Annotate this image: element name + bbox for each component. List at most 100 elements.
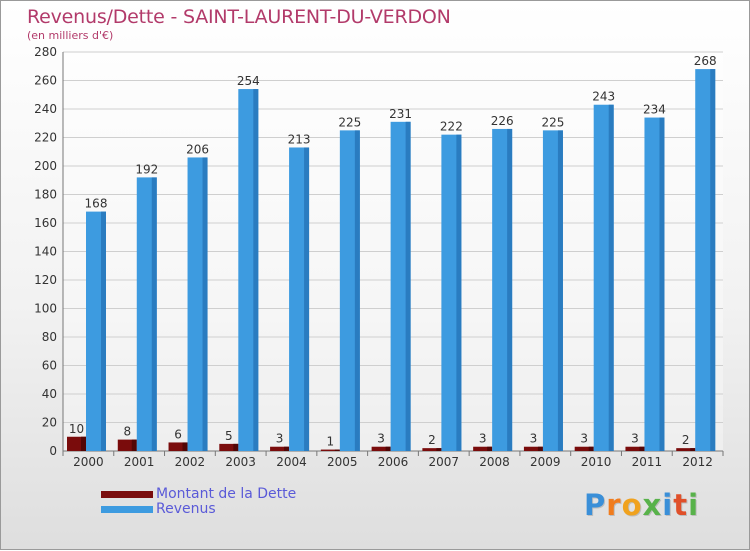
data-label-dette: 10	[69, 422, 84, 436]
legend-label-dette: Montant de la Dette	[156, 486, 297, 502]
bar-dette	[270, 446, 290, 451]
bar-dette-shade	[81, 436, 86, 451]
x-tick-label: 2003	[225, 455, 256, 469]
bar-dette	[320, 449, 340, 451]
logo-letter: i	[688, 488, 700, 522]
logo-letter: r	[606, 488, 622, 522]
bar-dette	[574, 446, 594, 451]
data-label-dette: 3	[631, 432, 639, 446]
y-tick-label: 60	[42, 359, 57, 373]
y-tick-label: 0	[49, 444, 57, 458]
legend-swatch-dette	[101, 490, 153, 498]
data-label-dette: 8	[123, 425, 131, 439]
x-tick-label: 2010	[581, 455, 612, 469]
data-label-revenus: 222	[440, 120, 463, 134]
bar-dette	[117, 439, 137, 451]
bar-revenus-shade	[101, 211, 106, 451]
data-label-revenus: 231	[389, 107, 412, 121]
proxiti-logo: Proxiti	[584, 488, 699, 522]
bar-dette	[473, 446, 493, 451]
data-label-revenus: 168	[85, 197, 108, 211]
x-tick-label: 2005	[327, 455, 358, 469]
bar-dette	[168, 442, 188, 451]
bar-dette	[523, 446, 543, 451]
y-tick-label: 80	[42, 330, 57, 344]
data-label-revenus: 243	[592, 90, 615, 104]
chart-title: Revenus/Dette - SAINT-LAURENT-DU-VERDON	[27, 6, 451, 28]
bar-revenus-shade	[456, 134, 462, 451]
bar-dette-shade	[233, 443, 239, 451]
data-label-revenus: 226	[491, 114, 514, 128]
data-label-revenus: 268	[694, 54, 717, 68]
data-label-revenus: 206	[186, 142, 209, 156]
data-label-dette: 3	[580, 432, 588, 446]
y-tick-label: 200	[34, 159, 57, 173]
data-label-dette: 3	[276, 432, 284, 446]
bar-revenus-shade	[405, 121, 411, 451]
bar-revenus-shade	[557, 130, 563, 451]
legend-label-revenus: Revenus	[156, 501, 216, 517]
y-tick-label: 120	[34, 273, 57, 287]
data-label-dette: 1	[327, 435, 335, 449]
data-label-dette: 3	[377, 432, 385, 446]
data-label-revenus: 225	[338, 115, 361, 129]
bar-dette	[676, 448, 696, 451]
x-tick-label: 2006	[378, 455, 409, 469]
bar-dette	[219, 443, 239, 451]
bar-revenus-shade	[304, 147, 310, 451]
data-label-revenus: 192	[135, 162, 158, 176]
y-tick-label: 240	[34, 102, 57, 116]
bar-revenus	[238, 89, 259, 452]
bar-dette-shade	[487, 446, 493, 451]
x-tick-label: 2000	[73, 455, 104, 469]
y-tick-label: 260	[34, 74, 57, 88]
x-tick-label: 2012	[682, 455, 713, 469]
bar-dette-shade	[131, 439, 137, 451]
bar-revenus-shade	[507, 128, 513, 451]
bar-revenus-shade	[202, 157, 208, 451]
bar-dette-shade	[385, 446, 391, 451]
y-tick-label: 140	[34, 245, 57, 259]
x-tick-label: 2004	[276, 455, 307, 469]
logo-letter: i	[662, 488, 674, 522]
bar-dette	[625, 446, 645, 451]
x-tick-label: 2009	[530, 455, 561, 469]
data-label-revenus: 213	[288, 132, 311, 146]
y-tick-label: 100	[34, 302, 57, 316]
y-tick-label: 220	[34, 131, 57, 145]
legend-item-revenus: Revenus	[101, 501, 216, 517]
bar-dette-shade	[436, 448, 442, 451]
data-label-dette: 3	[479, 432, 487, 446]
bar-dette-shade	[182, 442, 188, 451]
y-tick-label: 20	[42, 416, 57, 430]
bar-dette-shade	[334, 449, 340, 451]
y-tick-label: 280	[34, 45, 57, 59]
bar-dette-shade	[639, 446, 645, 451]
bar-dette	[422, 448, 442, 451]
bar-revenus-shade	[710, 69, 716, 451]
y-tick-label: 40	[42, 387, 57, 401]
data-label-dette: 5	[225, 429, 233, 443]
x-tick-label: 2011	[632, 455, 663, 469]
y-tick-label: 180	[34, 188, 57, 202]
bar-revenus-shade	[151, 177, 157, 451]
bar-revenus	[492, 128, 513, 451]
bar-dette-shade	[588, 446, 594, 451]
logo-letter: o	[621, 488, 643, 522]
data-label-dette: 2	[428, 433, 436, 447]
x-tick-label: 2001	[124, 455, 155, 469]
data-label-dette: 2	[682, 433, 690, 447]
data-label-dette: 6	[174, 427, 182, 441]
bar-dette-shade	[690, 448, 696, 451]
x-tick-label: 2007	[428, 455, 459, 469]
bar-revenus-shade	[659, 117, 665, 452]
x-tick-label: 2008	[479, 455, 510, 469]
bar-revenus-shade	[354, 130, 360, 451]
legend-item-dette: Montant de la Dette	[101, 486, 296, 502]
y-tick-label: 160	[34, 216, 57, 230]
bar-revenus-shade	[253, 89, 259, 452]
bar-dette	[371, 446, 391, 451]
logo-letter: P	[584, 488, 607, 522]
